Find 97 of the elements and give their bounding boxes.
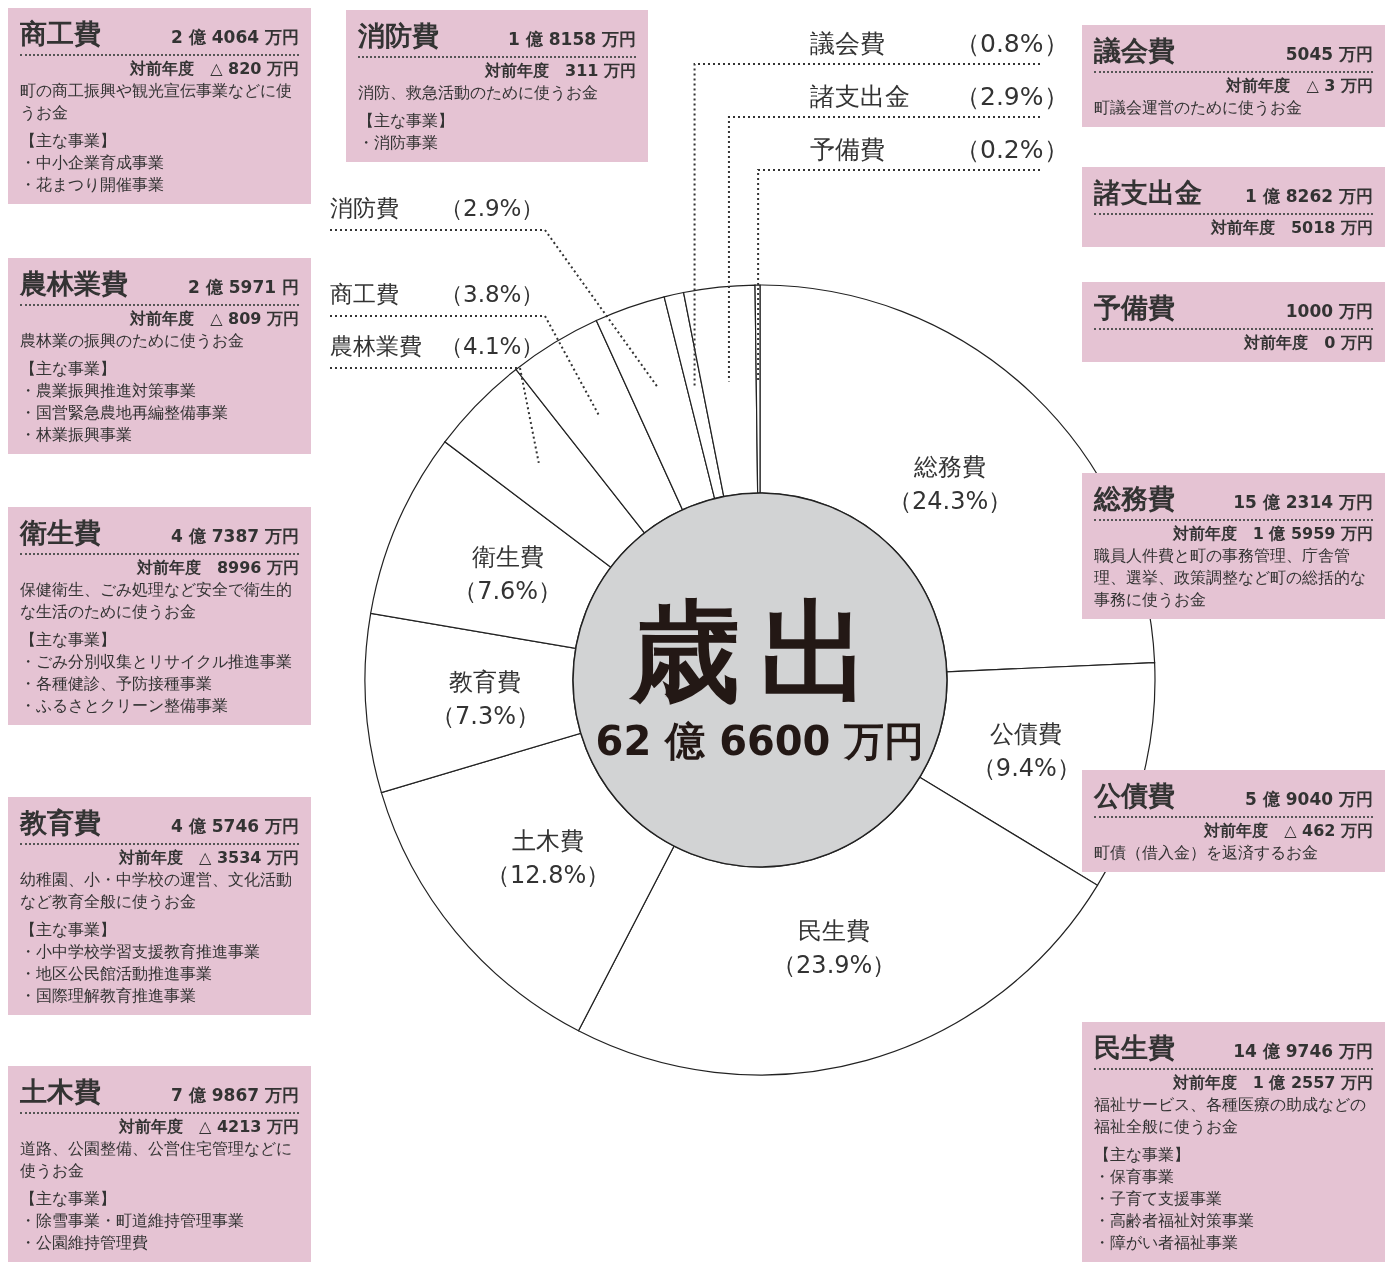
text: 1000 万円	[1285, 300, 1373, 323]
text: 町債（借入金）を返済するお金	[1094, 842, 1319, 864]
text: ・地区公民館活動推進事業	[20, 963, 213, 985]
slice-label: 予備費	[810, 135, 885, 164]
text: ・各種健診、予防接種事業	[20, 673, 213, 695]
text: 対前年度 △ 3 万円	[1225, 76, 1373, 97]
text: 対前年度 0 万円	[1243, 333, 1373, 354]
text: 【主な事業】	[20, 1188, 117, 1210]
text: 7 億 9867 万円	[171, 1084, 299, 1107]
text: 対前年度 △ 462 万円	[1203, 821, 1373, 842]
text: 15 億 2314 万円	[1233, 491, 1373, 514]
slice-label: 消防費	[330, 195, 399, 221]
text: 5045 万円	[1285, 43, 1373, 66]
text: 1 億 8158 万円	[508, 28, 636, 51]
text: ・消防事業	[358, 132, 439, 154]
text: ・公園維持管理費	[20, 1232, 149, 1254]
text: 町議会運営のために使うお金	[1094, 97, 1303, 119]
data-label: （3.8%）	[440, 281, 545, 307]
text: 商工費	[20, 17, 101, 51]
data-label: （9.4%）	[971, 754, 1081, 783]
text: ・国際理解教育推進事業	[20, 985, 197, 1007]
text: 対前年度 5018 万円	[1209, 218, 1373, 239]
text: 4 億 5746 万円	[171, 815, 299, 838]
text: ・小中学校学習支援教育推進事業	[20, 941, 261, 963]
text: ・ふるさとクリーン整備事業	[20, 695, 229, 717]
text: 【主な事業】	[358, 110, 455, 132]
text: ・子育て支援事業	[1094, 1188, 1223, 1210]
slice-label: 土木費	[512, 827, 585, 856]
text: 【主な事業】	[1094, 1144, 1191, 1166]
data-label: （24.3%）	[888, 487, 1013, 516]
text: 消防費	[358, 19, 439, 53]
slice-label: 商工費	[330, 281, 399, 307]
data-label: （7.3%）	[431, 702, 540, 731]
text: ・除雪事業・町道維持管理事業	[20, 1210, 245, 1232]
text: 農林業費	[20, 267, 128, 301]
text: 4 億 7387 万円	[171, 525, 299, 548]
data-label: （12.8%）	[485, 861, 611, 890]
data-label: （23.9%）	[772, 950, 897, 979]
slice-label: 議会費	[810, 29, 885, 58]
text: ・林業振興事業	[20, 424, 133, 446]
text: 消防、救急活動のために使うお金	[358, 82, 599, 104]
text: 対前年度 △ 4213 万円	[118, 1117, 299, 1138]
text: 総務費	[1094, 482, 1175, 516]
slice-label: 衛生費	[471, 542, 544, 571]
text: 対前年度 △ 809 万円	[129, 309, 299, 330]
slice-label: 民生費	[798, 916, 871, 945]
text: 2 億 4064 万円	[171, 26, 299, 49]
text: 【主な事業】	[20, 629, 117, 651]
text: 14 億 9746 万円	[1233, 1040, 1373, 1063]
text: 5 億 9040 万円	[1245, 788, 1373, 811]
text: 62 億 6600 万円	[595, 718, 925, 764]
text: 対前年度 1 億 2557 万円	[1171, 1073, 1373, 1094]
data-label: （0.8%）	[955, 29, 1069, 58]
text: 予備費	[1094, 291, 1175, 325]
text: ・中小企業育成事業	[20, 152, 165, 174]
text: 幼稚園、小・中学校の運営、文化活動など教育全般に使うお金	[20, 869, 293, 913]
data-label: （0.2%）	[955, 135, 1069, 164]
text: 教育費	[20, 806, 101, 840]
text: 道路、公園整備、公営住宅管理などに使うお金	[20, 1138, 293, 1182]
text: 議会費	[1094, 34, 1175, 68]
slice-label: 公債費	[990, 720, 1063, 749]
slice-label: 教育費	[449, 668, 522, 697]
text: ・保育事業	[1094, 1166, 1175, 1188]
text: 民生費	[1094, 1031, 1175, 1065]
text: 1 億 8262 万円	[1245, 185, 1373, 208]
text: 【主な事業】	[20, 358, 117, 380]
text: ・ごみ分別収集とリサイクル推進事業	[20, 651, 293, 673]
text: 農林業の振興のために使うお金	[20, 330, 245, 352]
text: 対前年度 △ 820 万円	[129, 59, 299, 80]
text: ・障がい者福祉事業	[1094, 1232, 1239, 1254]
data-label: （4.1%）	[440, 333, 545, 359]
text: 2 億 5971 円	[188, 276, 299, 299]
text: 保健衛生、ごみ処理など安全で衛生的な生活のために使うお金	[20, 579, 293, 623]
text: 対前年度 △ 3534 万円	[118, 848, 299, 869]
text: 諸支出金	[1094, 176, 1202, 210]
text: 職員人件費と町の事務管理、庁舎管理、選挙、政策調整など町の総括的な事務に使うお金	[1094, 545, 1367, 611]
text: 福祉サービス、各種医療の助成などの福祉全般に使うお金	[1094, 1094, 1367, 1138]
slice-label: 総務費	[913, 453, 987, 482]
slice-label: 諸支出金	[810, 82, 910, 111]
text: 対前年度 1 億 5959 万円	[1171, 524, 1373, 545]
text: ・花まつり開催事業	[20, 174, 165, 196]
text: 町の商工振興や観光宣伝事業などに使うお金	[20, 80, 293, 124]
text: 衛生費	[20, 516, 101, 550]
slice-label: 農林業費	[330, 333, 422, 359]
text: 土木費	[20, 1075, 101, 1109]
text: ・農業振興推進対策事業	[20, 380, 197, 402]
text: 対前年度 311 万円	[484, 61, 636, 82]
text: ・高齢者福祉対策事業	[1094, 1210, 1255, 1232]
data-label: （2.9%）	[955, 82, 1069, 111]
text: 【主な事業】	[20, 919, 117, 941]
text: 対前年度 8996 万円	[135, 558, 299, 579]
text: ・国営緊急農地再編整備事業	[20, 402, 229, 424]
data-label: （7.6%）	[453, 576, 563, 605]
text: 歳出	[628, 588, 890, 716]
text: 【主な事業】	[20, 130, 117, 152]
text: 公債費	[1094, 779, 1175, 813]
data-label: （2.9%）	[440, 195, 545, 221]
